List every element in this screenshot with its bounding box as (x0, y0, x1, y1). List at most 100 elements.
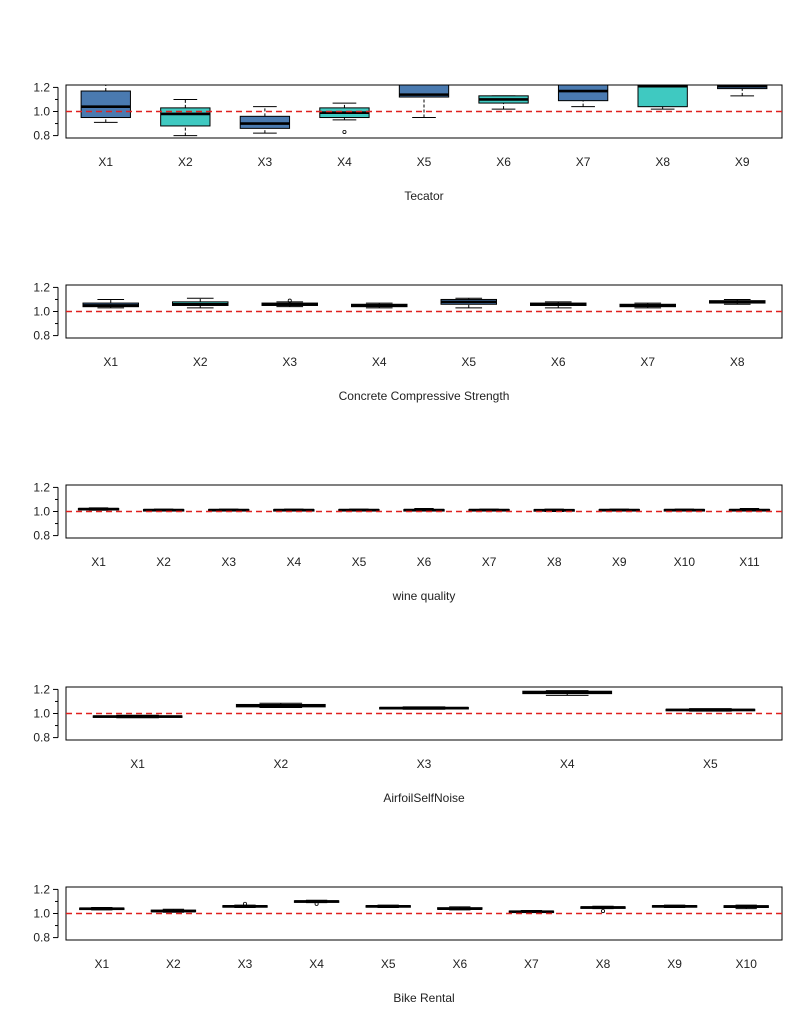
x-tick-label: X3 (221, 555, 236, 569)
y-tick-label: 0.8 (33, 329, 50, 343)
plot-frame (65, 886, 783, 941)
x-tick-label: X1 (91, 555, 106, 569)
y-tick-label: 1.2 (33, 682, 50, 696)
x-tick-label: X5 (381, 957, 396, 971)
box-X1 (79, 906, 125, 911)
panel-2: 1.2 1.0 0.8 X1 X2 X3 X4 X5 X6 X7 X8 Concrete Compre… (33, 280, 783, 403)
box-X2 (235, 702, 326, 708)
outlier-point (287, 298, 292, 303)
x-tick-label: X3 (282, 355, 297, 369)
box-body (557, 84, 609, 102)
outlier-point (242, 901, 247, 906)
box-X6 (530, 301, 587, 309)
y-tick-label: 1.0 (33, 505, 50, 519)
box-X4 (293, 899, 340, 906)
box-X5 (398, 84, 450, 119)
box-X1 (92, 714, 183, 719)
panel-5: 1.2 1.0 0.8 X1 X2 X3 X4 X5 X6 X7 X8 X9 X10 Bike Renta… (33, 882, 783, 1005)
box-X5 (365, 904, 411, 908)
x-tick-label: X3 (417, 757, 432, 771)
x-tick-label: X1 (103, 355, 118, 369)
x-tick-label: X2 (156, 555, 171, 569)
x-axis-title: AirfoilSelfNoise (383, 791, 465, 805)
x-tick-label: X5 (461, 355, 476, 369)
y-tick-label: 0.8 (33, 529, 50, 543)
box-X4 (351, 302, 408, 309)
y-tick-label: 1.2 (33, 882, 50, 896)
box-X3 (261, 298, 318, 308)
x-tick-label: X8 (730, 355, 745, 369)
box-X11 (728, 507, 771, 512)
x-tick-label: X5 (417, 155, 432, 169)
box-body (637, 84, 688, 108)
y-tick-label: 0.8 (33, 731, 50, 745)
box-X2 (172, 297, 229, 309)
box-X1 (82, 298, 139, 309)
x-tick-label: X1 (130, 757, 145, 771)
box-X1 (77, 507, 120, 511)
box-X5 (440, 297, 497, 309)
outlier-point (601, 909, 606, 914)
x-tick-label: X7 (482, 555, 497, 569)
box-X8 (580, 905, 626, 914)
x-axis-title: wine quality (392, 589, 456, 603)
x-tick-label: X6 (551, 355, 566, 369)
x-tick-label: X8 (596, 957, 611, 971)
box-X6 (478, 95, 529, 110)
box-body (80, 90, 131, 119)
box-X7 (468, 508, 510, 512)
x-tick-label: X5 (703, 757, 718, 771)
box-X1 (80, 84, 131, 123)
x-tick-label: X1 (94, 957, 109, 971)
x-tick-label: X9 (667, 957, 682, 971)
x-tick-label: X4 (337, 155, 352, 169)
x-tick-label: X7 (524, 957, 539, 971)
box-X3 (222, 901, 268, 908)
box-body (160, 107, 211, 127)
box-X2 (160, 98, 211, 137)
y-tick-label: 0.8 (33, 129, 50, 143)
x-tick-label: X6 (496, 155, 511, 169)
x-tick-label: X2 (178, 155, 193, 169)
x-tick-label: X4 (372, 355, 387, 369)
box-X7 (619, 302, 676, 309)
y-tick-label: 1.2 (33, 480, 50, 494)
x-tick-label: X2 (273, 757, 288, 771)
x-tick-label: X4 (309, 957, 324, 971)
x-tick-label: X4 (560, 757, 575, 771)
x-tick-label: X10 (674, 555, 696, 569)
x-tick-label: X1 (98, 155, 113, 169)
box-X5 (665, 708, 756, 712)
box-X7 (557, 84, 609, 108)
y-tick-label: 1.0 (33, 305, 50, 319)
x-axis-title: Concrete Compressive Strength (339, 389, 510, 403)
box-X7 (508, 909, 555, 914)
x-tick-label: X3 (258, 155, 273, 169)
x-tick-label: X11 (739, 555, 760, 569)
y-tick-label: 1.0 (33, 907, 50, 921)
x-tick-label: X2 (166, 957, 181, 971)
y-tick-label: 0.8 (33, 931, 50, 945)
plot-frame (65, 686, 783, 741)
x-tick-label: X9 (735, 155, 750, 169)
box-X10 (723, 904, 769, 910)
box-X8 (709, 298, 766, 305)
box-X4 (319, 102, 370, 134)
box-X6 (437, 906, 483, 911)
x-axis-title: Tecator (404, 189, 443, 203)
y-tick-label: 1.2 (33, 280, 50, 294)
box-X9 (651, 904, 698, 908)
x-axis-title: Bike Rental (393, 991, 454, 1005)
panel-4: 1.2 1.0 0.8 X1 X2 X3 X4 X5 AirfoilSelfNoise (33, 682, 783, 805)
box-X3 (239, 106, 291, 134)
plot-frame (65, 284, 783, 339)
x-tick-label: X10 (736, 957, 758, 971)
x-tick-label: X8 (547, 555, 562, 569)
box-X9 (717, 84, 768, 97)
outlier-point (342, 129, 347, 134)
box-X8 (637, 84, 688, 110)
x-tick-label: X9 (612, 555, 627, 569)
x-tick-label: X4 (286, 555, 301, 569)
